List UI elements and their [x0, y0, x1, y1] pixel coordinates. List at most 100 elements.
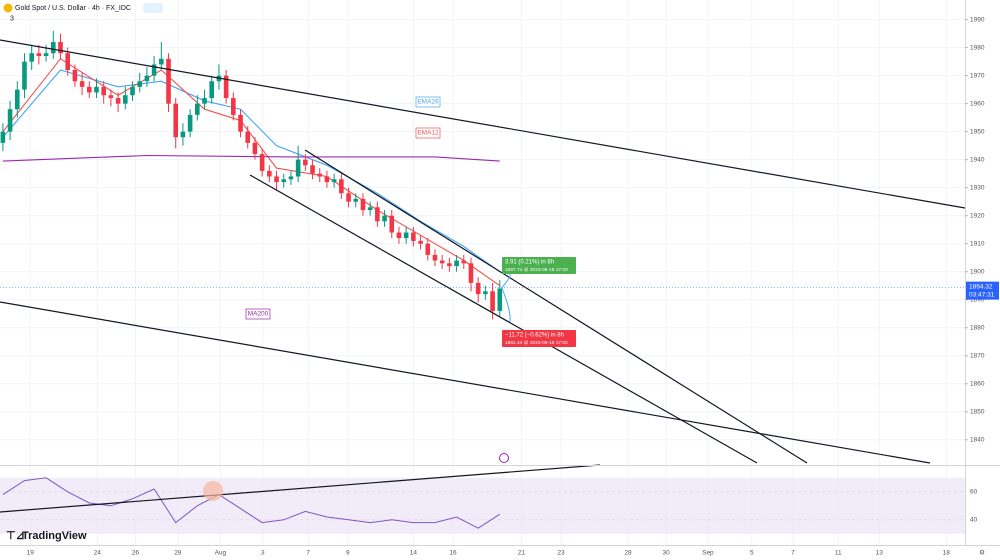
x-tick-label: 7 — [791, 550, 795, 557]
y-tick-label: 1930 — [970, 184, 985, 191]
candle-body — [195, 103, 200, 115]
candle-body — [353, 198, 359, 202]
projection-box — [502, 257, 576, 274]
candle-body — [130, 86, 135, 96]
candle-body — [231, 98, 236, 115]
projection-box — [502, 330, 576, 347]
candle-body — [432, 254, 438, 261]
candle-body — [36, 53, 42, 57]
last-price-box — [966, 281, 999, 300]
candle-body — [94, 86, 99, 93]
candle-body — [411, 232, 416, 241]
candle-body — [0, 131, 6, 143]
candle-body — [166, 58, 171, 104]
trend-lines — [0, 39, 966, 513]
y-tick-label: 1880 — [970, 324, 985, 331]
x-tick-label: 28 — [174, 550, 182, 557]
candle-body — [317, 173, 323, 177]
overlay-label: EMA12 — [417, 130, 439, 137]
candle-body — [295, 159, 301, 177]
candle-body — [360, 198, 366, 211]
candle-body — [58, 42, 63, 54]
candle-body — [101, 86, 107, 96]
icon[interactable] — [499, 453, 509, 463]
x-tick-label: 26 — [132, 550, 140, 557]
candle-body — [144, 75, 150, 82]
rsi-band — [0, 477, 965, 534]
candle-body — [468, 263, 474, 283]
y-tick-label: 1950 — [970, 128, 985, 135]
x-tick-label: 11 — [835, 550, 842, 557]
grid — [0, 0, 965, 545]
candle-body — [115, 98, 121, 104]
settings-icon[interactable]: ⚙ — [979, 549, 985, 557]
candle-body — [346, 193, 351, 202]
projection-arrow — [501, 287, 511, 323]
status-badge[interactable] — [143, 3, 163, 13]
candle-body — [50, 42, 56, 54]
indicator-count[interactable]: 3 — [10, 15, 14, 22]
candle-body — [475, 282, 481, 295]
overlay-label-box — [415, 96, 441, 108]
x-tick-label: 23 — [557, 550, 565, 557]
x-tick-label: 9 — [346, 550, 350, 557]
candle-body — [209, 81, 215, 99]
overlay-label-box — [245, 308, 271, 320]
x-tick-label: 14 — [410, 550, 418, 557]
candle-body — [79, 81, 85, 87]
candle-body — [123, 95, 128, 104]
marks — [0, 30, 503, 529]
trend-line — [249, 174, 758, 464]
candle-body — [159, 58, 164, 65]
candle-body — [331, 179, 337, 183]
candle-body — [382, 215, 387, 222]
trend-line — [0, 301, 931, 464]
y-tick-label: 1900 — [970, 268, 985, 275]
y-tick-label: 1990 — [970, 16, 985, 23]
candle-body — [324, 176, 330, 183]
candle-body — [281, 179, 287, 183]
candle-body — [187, 114, 193, 132]
y-tick-label: 1860 — [970, 380, 985, 387]
x-tick-label: 3 — [261, 550, 265, 557]
rsi-tick-label: 60 — [970, 489, 978, 496]
countdown: 03:47:31 — [969, 291, 995, 298]
candle-body — [389, 215, 395, 233]
candle-body — [274, 176, 279, 183]
trend-line — [0, 39, 966, 209]
chart-title: Gold Spot / U.S. Dollar · 4h · FX_IDC — [15, 5, 131, 12]
y-tick-label: 1970 — [970, 72, 985, 79]
x-tick-label: 5 — [750, 550, 754, 557]
candle-body — [252, 142, 258, 155]
x-tick-label: 28 — [624, 550, 632, 557]
candle-body — [86, 86, 92, 93]
rsi-tick-label: 40 — [970, 517, 978, 524]
projection-target: 1881.44 @ 2023-08-18 17:00 — [505, 340, 568, 346]
candle-body — [447, 263, 452, 267]
candle-body — [454, 260, 459, 267]
candle-body — [339, 179, 344, 194]
candle-body — [173, 103, 179, 138]
candle-body — [403, 232, 409, 239]
x-tick-label: 16 — [449, 550, 457, 557]
candle-body — [461, 260, 467, 264]
x-tick-label: 19 — [27, 550, 35, 557]
y-tick-label: 1940 — [970, 156, 985, 163]
candle-body — [151, 64, 157, 76]
highlight — [203, 481, 223, 501]
candle-body — [29, 53, 34, 62]
candle-body — [497, 288, 503, 311]
overlay-label: EMA26 — [417, 99, 439, 106]
candle-body — [14, 89, 20, 110]
candle-body — [375, 207, 380, 222]
candle-body — [439, 260, 445, 264]
candle-body — [310, 165, 315, 174]
candle-body — [7, 109, 13, 132]
y-tick-label: 1920 — [970, 212, 985, 219]
candle-body — [425, 243, 431, 255]
candle-body — [72, 70, 78, 82]
y-tick-label: 1890 — [970, 296, 985, 303]
brand: TradingView — [22, 530, 87, 542]
